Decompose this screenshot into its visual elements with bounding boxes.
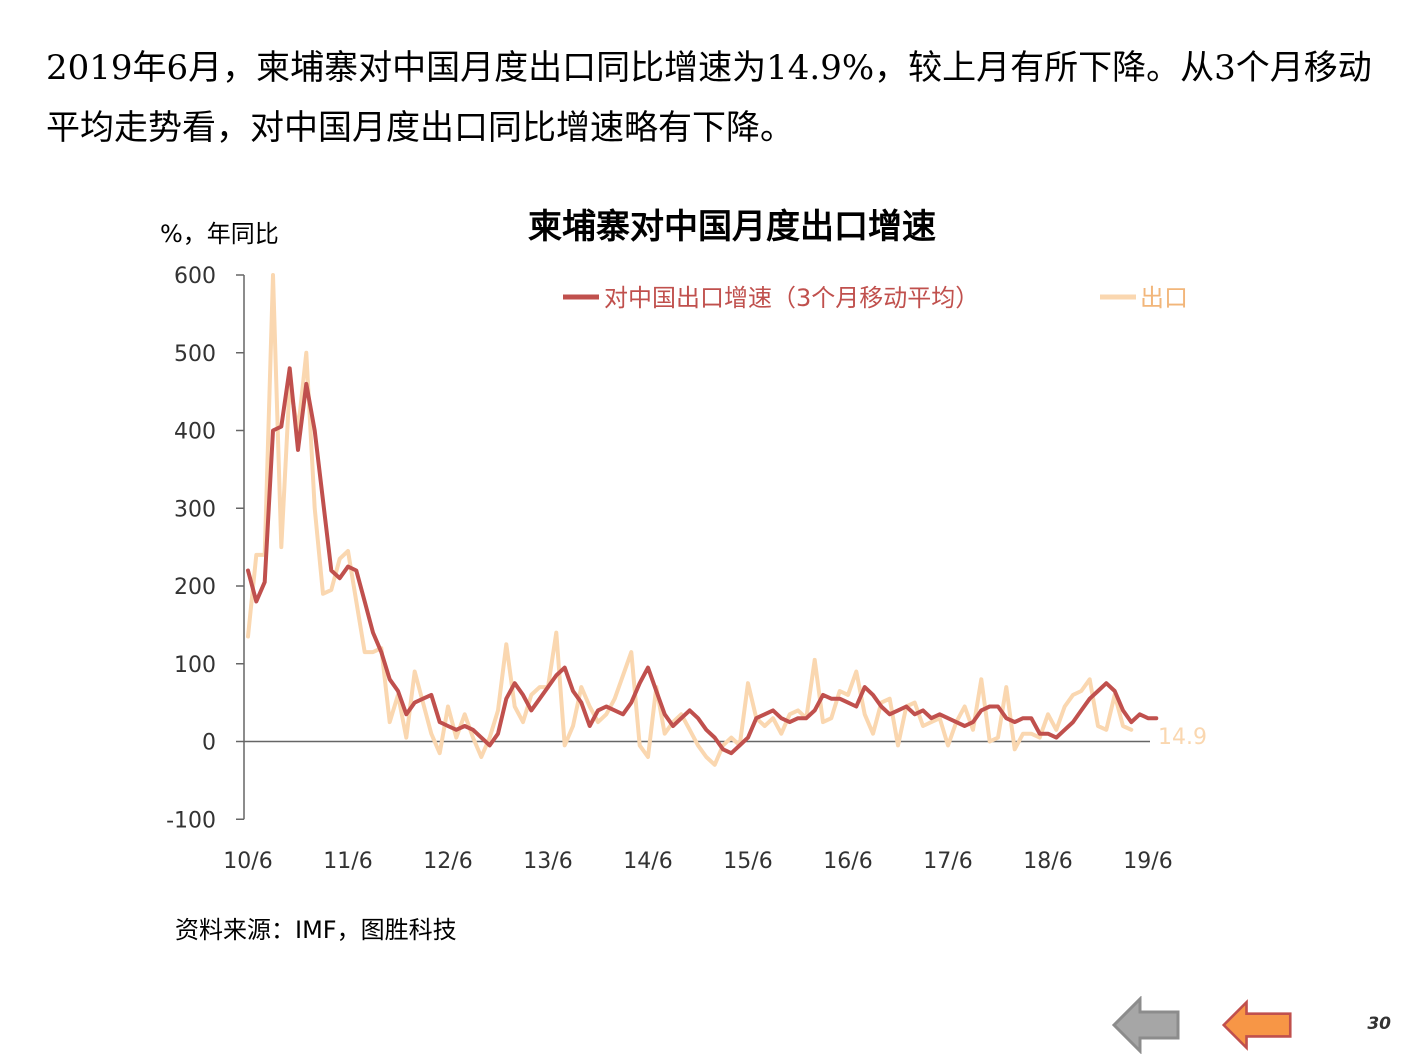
x-tick-label: 11/6 <box>323 849 372 874</box>
x-tick-label: 15/6 <box>723 849 772 874</box>
y-axis: -100 0 100 200 300 400 500 600 <box>166 264 245 833</box>
export-growth-chart: 柬埔寨对中国月度出口增速 %，年同比 -100 0 100 200 300 400 500 6… <box>160 207 1207 874</box>
legend-label: 出口 <box>1140 284 1188 312</box>
y-tick-label: 300 <box>174 497 216 522</box>
y-axis-label: %，年同比 <box>160 220 279 248</box>
series-line-moving-average <box>246 366 1159 756</box>
y-tick-label: 0 <box>202 731 216 756</box>
x-tick-label: 12/6 <box>423 849 472 874</box>
x-tick-label: 16/6 <box>823 849 872 874</box>
x-tick-label: 17/6 <box>923 849 972 874</box>
x-axis: 10/6 11/6 12/6 13/6 14/6 15/6 16/6 17/6 18/6 19/6 <box>223 740 1173 874</box>
series-layer <box>246 273 1159 767</box>
chart-legend: 对中国出口增速（3个月移动平均） 出口 <box>563 284 1188 312</box>
back-arrow-button[interactable] <box>1112 996 1182 1054</box>
x-tick-label: 14/6 <box>623 849 672 874</box>
page-number: 30 <box>1367 1014 1391 1034</box>
y-tick-label: 200 <box>174 575 216 600</box>
y-tick-label: 500 <box>174 342 216 367</box>
y-tick-label: 100 <box>174 653 216 678</box>
x-tick-label: 10/6 <box>223 849 272 874</box>
x-tick-label: 13/6 <box>523 849 572 874</box>
source-note: 资料来源：IMF，图胜科技 <box>175 916 457 944</box>
chart-title: 柬埔寨对中国月度出口增速 <box>528 207 936 247</box>
legend-label: 对中国出口增速（3个月移动平均） <box>604 284 979 312</box>
end-value-label: 14.9 <box>1158 725 1207 750</box>
y-tick-label: 600 <box>174 264 216 289</box>
series-line-exports <box>246 273 1134 767</box>
left-arrow-icon <box>1222 999 1292 1051</box>
y-tick-label: 400 <box>174 420 216 445</box>
left-arrow-icon <box>1112 996 1180 1054</box>
y-tick-label: -100 <box>166 808 216 833</box>
headline-text: 2019年6月，柬埔寨对中国月度出口同比增速为14.9%，较上月有所下降。从3个… <box>46 48 1372 148</box>
x-tick-label: 18/6 <box>1023 849 1072 874</box>
x-tick-label: 19/6 <box>1123 849 1172 874</box>
forward-arrow-button[interactable] <box>1222 996 1292 1054</box>
